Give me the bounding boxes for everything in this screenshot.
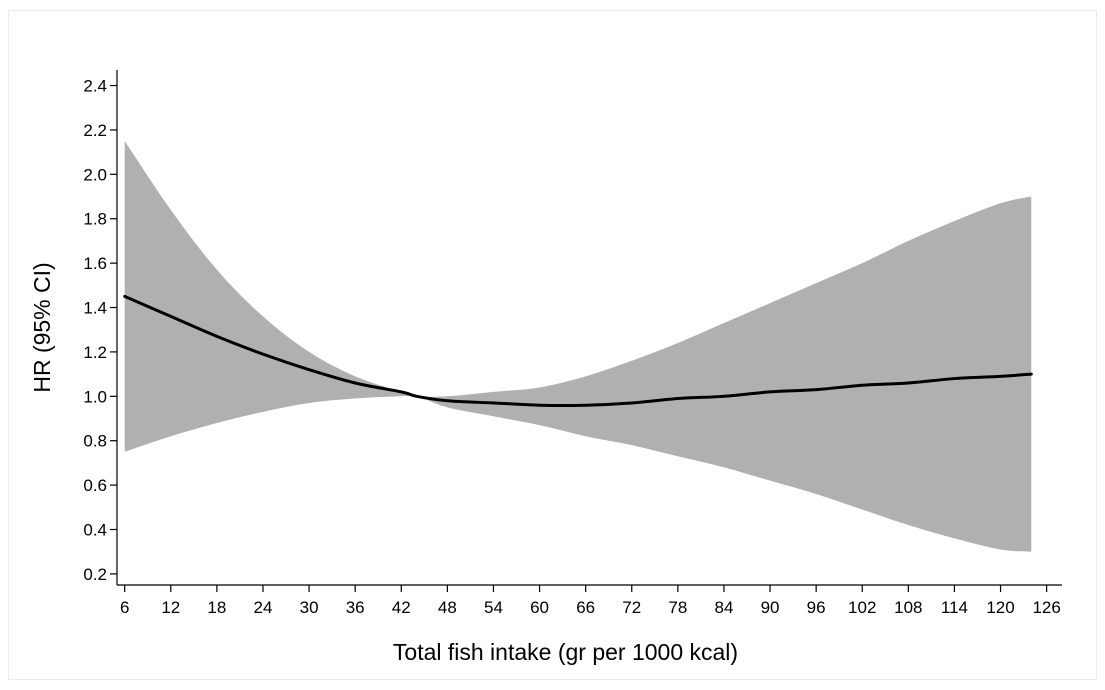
y-tick-label: 1.0 <box>83 387 107 406</box>
x-tick-label: 90 <box>761 598 780 617</box>
y-tick-label: 1.8 <box>83 210 107 229</box>
x-tick-label: 126 <box>1032 598 1060 617</box>
y-tick-label: 0.6 <box>83 476 107 495</box>
y-tick-label: 2.4 <box>83 77 107 96</box>
y-tick-label: 0.4 <box>83 521 107 540</box>
x-tick-label: 96 <box>807 598 826 617</box>
x-tick-label: 84 <box>714 598 733 617</box>
y-tick-label: 1.2 <box>83 343 107 362</box>
axes-layer <box>116 70 1062 586</box>
x-tick-label: 114 <box>941 598 968 617</box>
x-tick-label: 72 <box>622 598 641 617</box>
y-tick-label: 2.2 <box>83 121 107 140</box>
x-tick-label: 78 <box>668 598 687 617</box>
x-tick-label: 6 <box>120 598 129 617</box>
x-tick-label: 30 <box>300 598 319 617</box>
y-ticks: 0.2 0.4 0.6 0.8 1.0 1.2 1.4 1.6 1.8 2.0 2.2 2.4 <box>83 77 117 584</box>
y-axis-title: HR (95% CI) <box>29 262 55 392</box>
hr-estimate-line <box>123 294 1033 407</box>
y-tick-label: 2.0 <box>83 165 107 184</box>
x-tick-label: 102 <box>848 598 876 617</box>
ci-band <box>124 141 1032 552</box>
x-tick-label: 120 <box>986 598 1014 617</box>
y-tick-label: 0.8 <box>83 432 107 451</box>
y-tick-label: 1.4 <box>83 299 107 318</box>
x-tick-label: 66 <box>576 598 595 617</box>
x-tick-label: 36 <box>346 598 365 617</box>
x-axis-title: Total fish intake (gr per 1000 kcal) <box>393 639 738 665</box>
x-tick-label: 18 <box>207 598 226 617</box>
x-tick-label: 60 <box>530 598 549 617</box>
ci-band-layer <box>124 141 1032 552</box>
x-tick-label: 108 <box>894 598 922 617</box>
x-tick-label: 48 <box>438 598 457 617</box>
y-tick-label: 1.6 <box>83 254 107 273</box>
x-tick-label: 42 <box>392 598 411 617</box>
y-tick-label: 0.2 <box>83 565 107 584</box>
x-tick-label: 24 <box>254 598 273 617</box>
x-tick-label: 12 <box>161 598 180 617</box>
x-tick-label: 54 <box>484 598 503 617</box>
hr-line-layer <box>123 294 1033 407</box>
x-ticks: 6 12 18 24 30 36 42 48 54 60 66 72 78 84 90 96 102 108 114… <box>120 585 1061 617</box>
